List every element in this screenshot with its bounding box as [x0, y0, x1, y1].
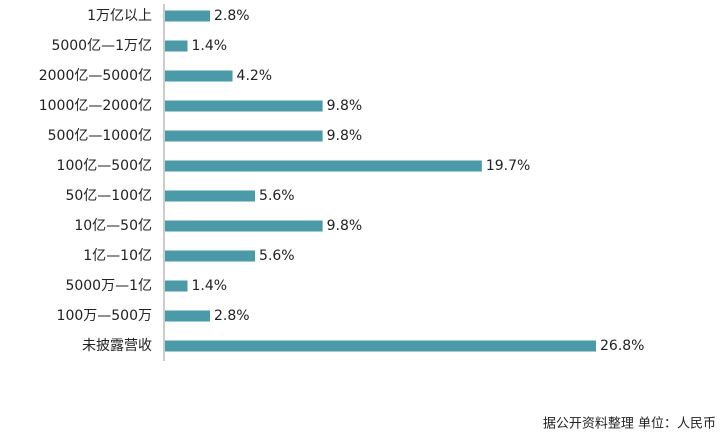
bar [165, 10, 211, 22]
y-tick-label: 500亿—1000亿 [48, 128, 152, 144]
value-label: 2.8% [214, 308, 250, 324]
value-label: 5.6% [259, 248, 295, 264]
value-label: 1.4% [192, 38, 228, 54]
y-tick-label: 5000万—1亿 [65, 278, 152, 294]
bar [165, 190, 256, 202]
source-note: 据公开资料整理 单位：人民币 [543, 417, 716, 432]
y-tick-label: 1000亿—2000亿 [39, 98, 152, 114]
y-tick-label: 1亿—10亿 [83, 248, 152, 264]
bar [165, 160, 482, 172]
bar [165, 310, 211, 322]
y-tick-label: 2000亿—5000亿 [39, 68, 152, 84]
value-label: 9.8% [327, 218, 363, 234]
y-tick-label: 5000亿—1万亿 [51, 38, 152, 54]
bar [165, 250, 256, 262]
y-tick-label: 1万亿以上 [87, 8, 152, 24]
value-label: 26.8% [600, 338, 644, 354]
y-tick-label: 50亿—100亿 [65, 188, 152, 204]
value-label: 9.8% [327, 98, 363, 114]
bar [165, 280, 188, 292]
bar [165, 100, 323, 112]
value-label: 4.2% [237, 68, 273, 84]
y-tick-label: 100亿—500亿 [57, 158, 152, 174]
bar [165, 40, 188, 52]
value-label: 9.8% [327, 128, 363, 144]
y-tick-label: 100万—500万 [57, 308, 152, 324]
value-label: 19.7% [486, 158, 530, 174]
bar [165, 70, 233, 82]
bar [165, 340, 596, 352]
value-label: 5.6% [259, 188, 295, 204]
bar [165, 130, 323, 142]
bar [165, 220, 323, 232]
value-label: 2.8% [214, 8, 250, 24]
value-label: 1.4% [192, 278, 228, 294]
y-tick-label: 未披露营收 [82, 338, 152, 354]
y-tick-label: 10亿—50亿 [74, 218, 152, 234]
